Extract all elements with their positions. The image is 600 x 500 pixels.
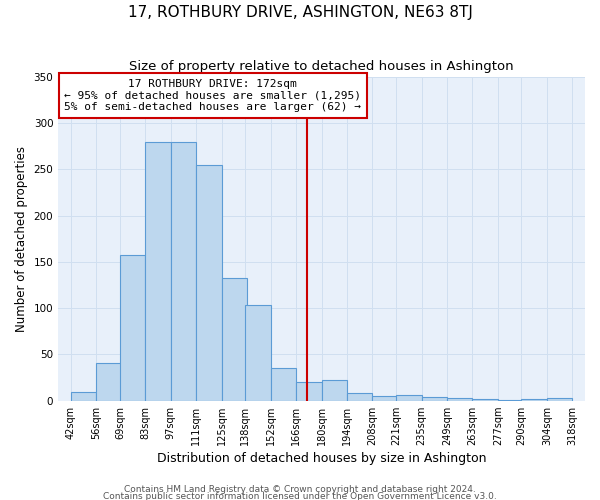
Bar [97, 363, 122, 401]
Text: Contains HM Land Registry data © Crown copyright and database right 2024.: Contains HM Land Registry data © Crown c… [124, 486, 476, 494]
Bar [347, 394, 373, 400]
Bar [196, 165, 221, 400]
Bar [296, 382, 322, 400]
X-axis label: Distribution of detached houses by size in Ashington: Distribution of detached houses by size … [157, 452, 487, 465]
Bar [271, 368, 296, 400]
Bar [396, 395, 421, 400]
Bar [547, 398, 572, 400]
Bar [145, 142, 171, 400]
Bar [221, 278, 247, 400]
Bar [71, 392, 97, 400]
Bar [421, 397, 447, 400]
Text: 17, ROTHBURY DRIVE, ASHINGTON, NE63 8TJ: 17, ROTHBURY DRIVE, ASHINGTON, NE63 8TJ [128, 5, 472, 20]
Bar [373, 396, 398, 400]
Text: 17 ROTHBURY DRIVE: 172sqm
← 95% of detached houses are smaller (1,295)
5% of sem: 17 ROTHBURY DRIVE: 172sqm ← 95% of detac… [64, 79, 361, 112]
Bar [447, 398, 472, 400]
Bar [521, 399, 547, 400]
Bar [245, 306, 271, 400]
Bar [472, 399, 498, 400]
Bar [322, 380, 347, 400]
Bar [120, 256, 145, 400]
Bar [171, 142, 196, 400]
Y-axis label: Number of detached properties: Number of detached properties [15, 146, 28, 332]
Text: Contains public sector information licensed under the Open Government Licence v3: Contains public sector information licen… [103, 492, 497, 500]
Title: Size of property relative to detached houses in Ashington: Size of property relative to detached ho… [129, 60, 514, 73]
